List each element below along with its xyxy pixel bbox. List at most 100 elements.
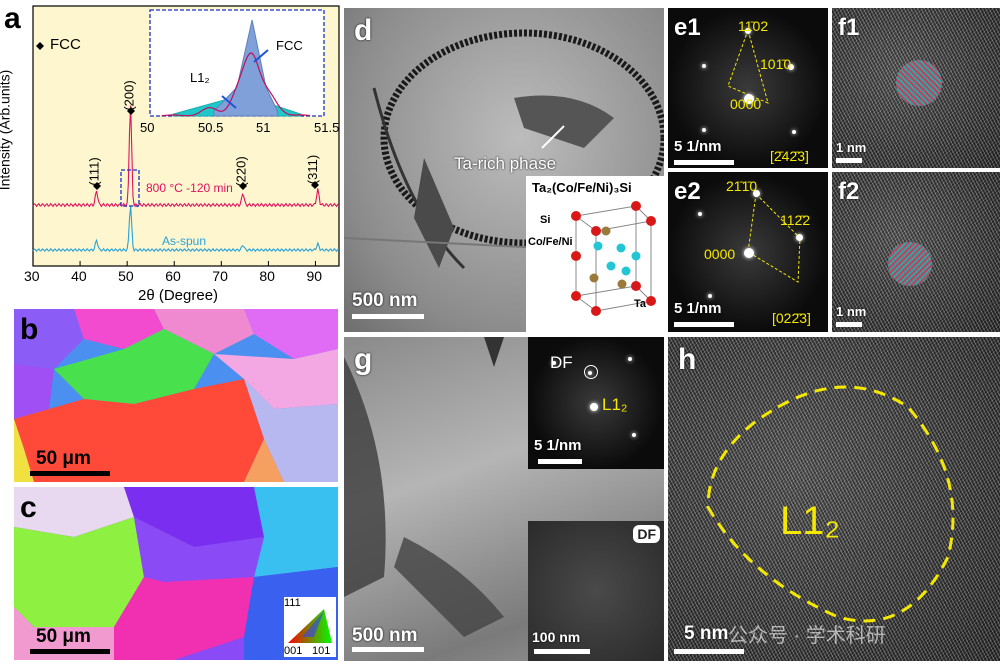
- xrd-chart-svg: [32, 5, 340, 267]
- ta-label: Ta: [634, 298, 647, 310]
- ta-rich-annotation: Ta-rich phase: [454, 154, 557, 173]
- panel-c-ebsd-map: c 50 μm 111 001 101: [14, 487, 338, 660]
- x-tick-label: 40: [71, 268, 87, 284]
- spot: [628, 357, 632, 361]
- x-ticks: [32, 261, 316, 266]
- spot: [745, 28, 751, 34]
- scale-bar: [30, 471, 110, 476]
- l12-region-outline: [706, 385, 955, 623]
- scale-bar: [674, 160, 734, 165]
- spot-index-0: 0000: [704, 246, 736, 262]
- inset-tick-label: 50: [140, 120, 155, 135]
- spot: [698, 212, 702, 216]
- panel-g-tem-image: g 500 nm DF L1₂ 5 1/nm DF 100 nm: [344, 337, 664, 661]
- peak-marker-311: [311, 181, 319, 189]
- y-axis-label: Intensity (Arb.units): [0, 69, 13, 191]
- scale-bar: [674, 649, 744, 654]
- x-tick-label: 60: [165, 268, 181, 284]
- ipf-legend: 111 001 101: [284, 597, 336, 657]
- panel-f1-hrtem: f1 1 nm: [832, 8, 1000, 168]
- asspun-series-label: As-spun: [162, 234, 207, 248]
- spot: [753, 190, 760, 197]
- l12-arrow: [221, 95, 237, 109]
- zoom-box: [120, 169, 140, 207]
- tem-features: [344, 29, 664, 270]
- panel-e2-saed: e2 21̄1̄0 112̄2 0000 [022̄3] 5 1/nm: [668, 172, 828, 332]
- scale-bar: [836, 158, 862, 163]
- crystal-structure-inset: Ta₂(Co/Fe/Ni)₃Si Si Co/Fe/Ni Ta: [526, 176, 664, 332]
- df-label: DF: [550, 353, 573, 372]
- ebsd-grains-b: [14, 309, 338, 482]
- x-tick-label: 30: [24, 268, 40, 284]
- crystal-title: Ta₂(Co/Fe/Ni)₃Si: [532, 180, 632, 195]
- cofeni-label: Co/Fe/Ni: [528, 236, 573, 248]
- peak-marker-220: [239, 182, 247, 190]
- fcc-legend-marker: [36, 42, 44, 50]
- panel-label: a: [4, 2, 21, 35]
- panel-label: f1: [838, 14, 860, 41]
- spot: [792, 130, 796, 134]
- peak-label-311: (311): [305, 154, 321, 185]
- scale-bar: [352, 314, 424, 319]
- inset-tick-label: 51: [256, 120, 271, 135]
- scale-bar-text: 5 1/nm: [534, 437, 582, 454]
- watermark: 公众号 · 学术科研: [728, 625, 886, 647]
- spot-index-2: 101̄0: [760, 56, 792, 72]
- panel-a-xrd-chart: a FCC Intensity (Arb.units) 2θ (Degree) …: [0, 0, 343, 305]
- spot-index-2: 112̄2: [780, 212, 811, 228]
- scale-bar-text: 1 nm: [836, 304, 867, 319]
- saed-inset: DF L1₂ 5 1/nm: [528, 337, 664, 469]
- l12-region-label: L1₂: [780, 499, 841, 543]
- ipf-001-label: 001: [284, 645, 303, 657]
- scale-bar-text: 50 μm: [36, 448, 91, 469]
- df-badge: DF: [633, 525, 660, 543]
- peak-marker-200: [127, 107, 135, 115]
- panel-f2-hrtem: f2 1 nm: [832, 172, 1000, 332]
- spot: [702, 128, 706, 132]
- x-tick-label: 80: [259, 268, 275, 284]
- spot-index-1: 11̄02: [738, 18, 769, 34]
- si-label: Si: [540, 214, 551, 226]
- scale-bar-text: 5 nm: [684, 623, 729, 644]
- crystal-cell: [571, 201, 656, 316]
- zone-axis: [2̄42̄3]: [770, 148, 809, 164]
- panel-label: f2: [838, 178, 860, 205]
- peak-label-111: (111): [86, 157, 102, 186]
- peak-label-220: (220): [233, 156, 249, 187]
- x-tick-label: 90: [306, 268, 323, 284]
- series-line-annealed: [32, 105, 340, 208]
- scale-bar-text: 5 1/nm: [674, 300, 722, 317]
- df-circle: [584, 365, 598, 379]
- scale-bar-text: 500 nm: [352, 290, 418, 311]
- spot-index-0: 0000: [730, 96, 762, 112]
- direct-beam: [744, 94, 754, 104]
- scale-bar: [30, 649, 110, 654]
- direct-beam: [744, 248, 754, 258]
- fcc-legend-label: FCC: [50, 36, 81, 53]
- scale-bar-text: 500 nm: [352, 625, 418, 646]
- ipf-triangle: [288, 609, 332, 643]
- zone-axis: [022̄3]: [772, 310, 811, 326]
- x-tick-label: 50: [118, 268, 134, 284]
- spot: [708, 294, 712, 298]
- spot: [788, 64, 794, 70]
- scale-bar-text: 50 μm: [36, 626, 91, 647]
- lattice-overlay-circle: [896, 60, 942, 106]
- panel-e1-saed: e1 11̄02 101̄0 0000 [2̄42̄3] 5 1/nm: [668, 8, 828, 168]
- tem-features: [344, 337, 504, 637]
- panel-d-tem-image: d Ta-rich phase 500 nm Ta₂(Co/Fe/Ni)₃Si …: [344, 8, 664, 332]
- spot: [632, 433, 636, 437]
- x-axis-label: 2θ (Degree): [138, 287, 219, 304]
- scale-bar-text: 1 nm: [836, 140, 867, 155]
- l12-label: L1₂: [602, 395, 628, 414]
- panel-label: c: [20, 491, 37, 524]
- inset-envelope: [161, 52, 311, 117]
- inset-fcc-area: [213, 19, 279, 117]
- panel-label: g: [354, 343, 373, 376]
- lattice-overlay-circle: [888, 242, 932, 286]
- ipf-101-label: 101: [312, 645, 331, 657]
- scale-bar: [534, 649, 590, 654]
- peak-label-200: (200): [121, 80, 137, 111]
- panel-label: d: [354, 14, 373, 47]
- panel-label: e1: [674, 14, 701, 41]
